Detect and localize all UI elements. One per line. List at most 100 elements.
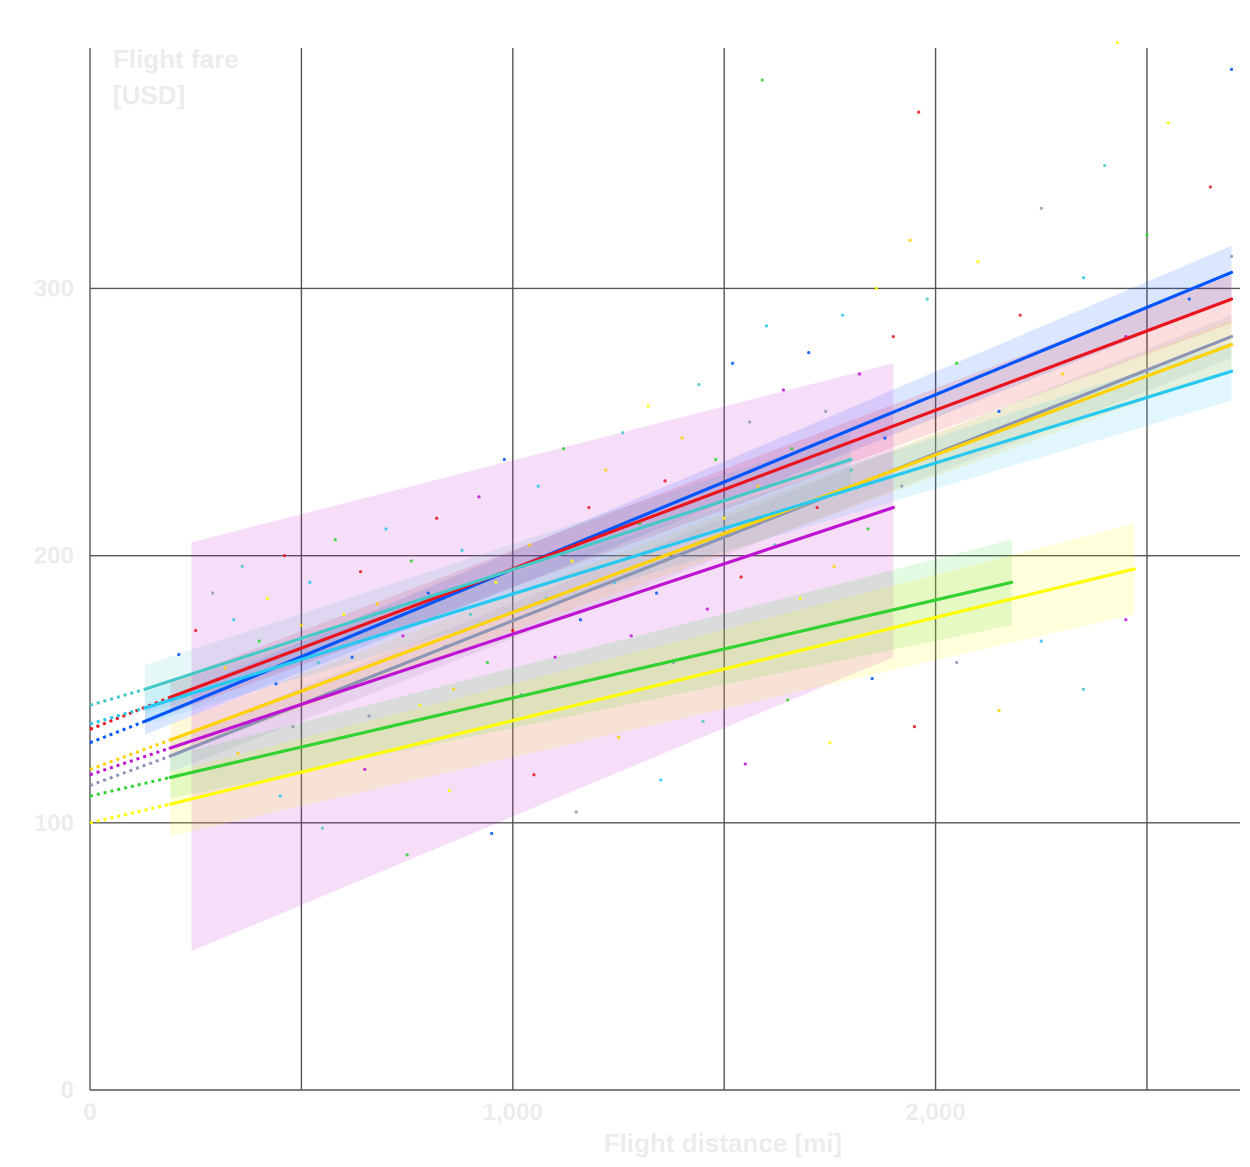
scatter-point xyxy=(900,484,904,488)
confidence-band-1 xyxy=(170,275,1232,714)
scatter-point xyxy=(240,564,244,568)
scatter-point xyxy=(1229,67,1234,71)
scatter-point xyxy=(528,543,532,547)
scatter-point xyxy=(452,687,456,691)
scatter-point xyxy=(747,420,752,424)
scatter-point xyxy=(912,725,917,729)
scatter-point xyxy=(265,596,270,600)
confidence-band-4 xyxy=(144,341,1232,724)
scatter-point xyxy=(211,591,215,595)
scatter-point xyxy=(316,660,320,665)
scatter-point xyxy=(857,372,862,376)
scatter-point xyxy=(536,484,540,488)
scatter-point xyxy=(1081,276,1086,280)
scatter-point xyxy=(561,447,566,451)
scatter-point xyxy=(883,436,887,440)
scatter-point xyxy=(511,628,515,633)
scatter-point xyxy=(997,409,1001,413)
scatter-point xyxy=(384,527,388,531)
scatter-point xyxy=(824,409,828,413)
x-axis-title: Flight distance [mi] xyxy=(604,1128,842,1158)
scatter-point xyxy=(621,431,625,435)
trend-lines xyxy=(89,270,1234,825)
scatter-point xyxy=(815,505,819,510)
scatter-point xyxy=(1018,313,1022,317)
scatter-point xyxy=(976,260,980,264)
scatter-point xyxy=(367,714,371,718)
scatter-point xyxy=(532,773,536,777)
scatter-point xyxy=(426,591,430,595)
scatter-point xyxy=(629,634,633,638)
scatter-point xyxy=(494,580,498,584)
scatter-point xyxy=(659,778,663,782)
trend-extrapolation-6 xyxy=(89,746,171,777)
scatter-point xyxy=(320,826,325,830)
scatter-point xyxy=(663,479,667,483)
scatter-point xyxy=(490,831,494,836)
scatter-point xyxy=(418,703,422,707)
scatter-point xyxy=(342,612,346,617)
scatter-point xyxy=(274,682,278,686)
scatter-point xyxy=(232,618,236,622)
scatter-point xyxy=(798,596,802,600)
scatter-point xyxy=(722,516,726,520)
scatter-point xyxy=(578,618,583,622)
scatter-point xyxy=(375,602,380,606)
trend-extrapolation-8 xyxy=(89,802,171,825)
trend-extrapolation-2 xyxy=(89,754,171,787)
trend-line-2 xyxy=(168,334,1234,758)
scatter-point xyxy=(714,457,718,462)
trend-extrapolation-7 xyxy=(89,775,171,798)
scatter-point xyxy=(840,313,845,317)
scatter-point xyxy=(435,516,439,520)
scatter-point xyxy=(1229,254,1234,258)
scatter-points xyxy=(177,41,1234,857)
scatter-point xyxy=(870,676,874,681)
scatter-point xyxy=(1166,121,1170,125)
scatter-point xyxy=(570,559,574,563)
scatter-point xyxy=(553,655,557,659)
scatter-point xyxy=(701,719,705,723)
scatter-point xyxy=(401,634,405,638)
trend-extrapolation-4 xyxy=(89,706,146,726)
scatter-point xyxy=(257,639,261,643)
scatter-point xyxy=(358,570,363,574)
confidence-band-8 xyxy=(170,523,1135,837)
scatter-point xyxy=(866,527,870,531)
scatter-point xyxy=(1145,233,1149,237)
y-axis-title-line-1: Flight fare xyxy=(113,44,239,74)
trend-line-5 xyxy=(143,457,853,691)
scatter-point xyxy=(350,655,354,659)
scatter-point xyxy=(891,334,895,339)
scatter-point xyxy=(460,548,464,552)
trend-line-3 xyxy=(168,342,1234,742)
scatter-point xyxy=(807,350,811,355)
x-tick-label-0: 0 xyxy=(83,1099,96,1126)
scatter-point xyxy=(1039,206,1043,210)
trend-line-0 xyxy=(143,270,1234,723)
scatter-point xyxy=(616,735,621,739)
scatter-point xyxy=(177,652,181,657)
scatter-point xyxy=(925,297,929,301)
y-axis-title-line-2: [USD] xyxy=(113,80,185,110)
scatter-point xyxy=(697,383,701,387)
scatter-point xyxy=(1103,163,1107,168)
scatter-point xyxy=(409,559,413,563)
y-tick-label-2: 200 xyxy=(34,543,74,570)
y-tick-label-3: 300 xyxy=(34,275,74,302)
scatter-point xyxy=(790,447,794,451)
scatter-point xyxy=(739,575,743,579)
scatter-point xyxy=(781,388,785,392)
scatter-point xyxy=(363,767,367,771)
scatter-point xyxy=(291,725,295,729)
trend-extrapolation-3 xyxy=(89,738,171,771)
scatter-point xyxy=(299,623,303,627)
scatter-point xyxy=(760,78,764,82)
x-tick-label-4: 2,000 xyxy=(906,1099,966,1126)
scatter-point xyxy=(917,110,921,114)
scatter-point xyxy=(1060,372,1065,376)
scatter-point xyxy=(282,554,287,558)
scatter-point xyxy=(828,741,832,745)
scatter-point xyxy=(849,468,853,472)
